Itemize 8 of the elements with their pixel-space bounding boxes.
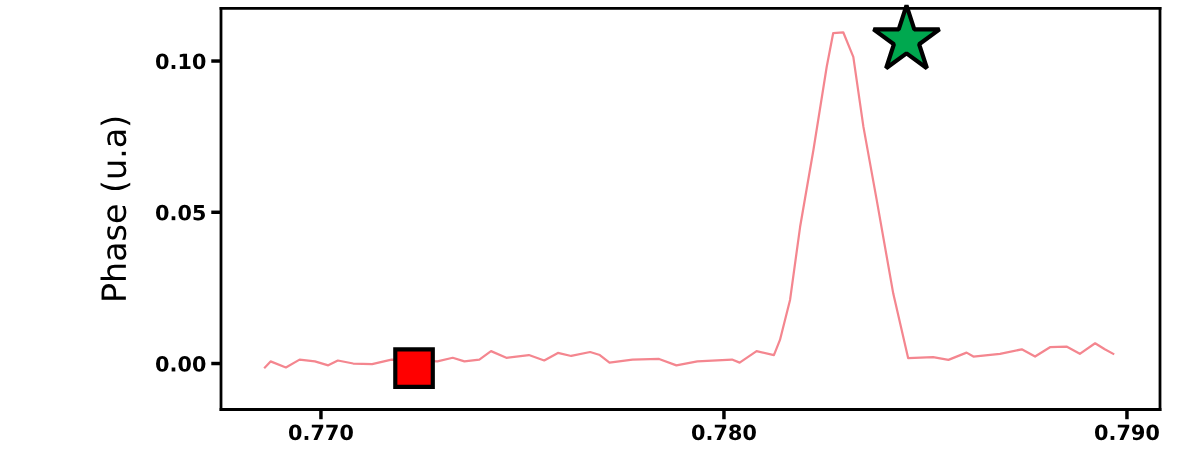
y-tick-label: 0.00 (156, 355, 206, 372)
y-axis-title: Phase (u.a) (100, 117, 131, 300)
line-series (263, 31, 1115, 369)
y-tick-label: 0.05 (156, 204, 205, 221)
x-tick-label: 0.780 (692, 424, 756, 441)
y-tick-label: 0.10 (156, 53, 206, 70)
x-tick-label: 0.770 (288, 424, 353, 441)
x-tick-label: 0.790 (1095, 424, 1159, 441)
